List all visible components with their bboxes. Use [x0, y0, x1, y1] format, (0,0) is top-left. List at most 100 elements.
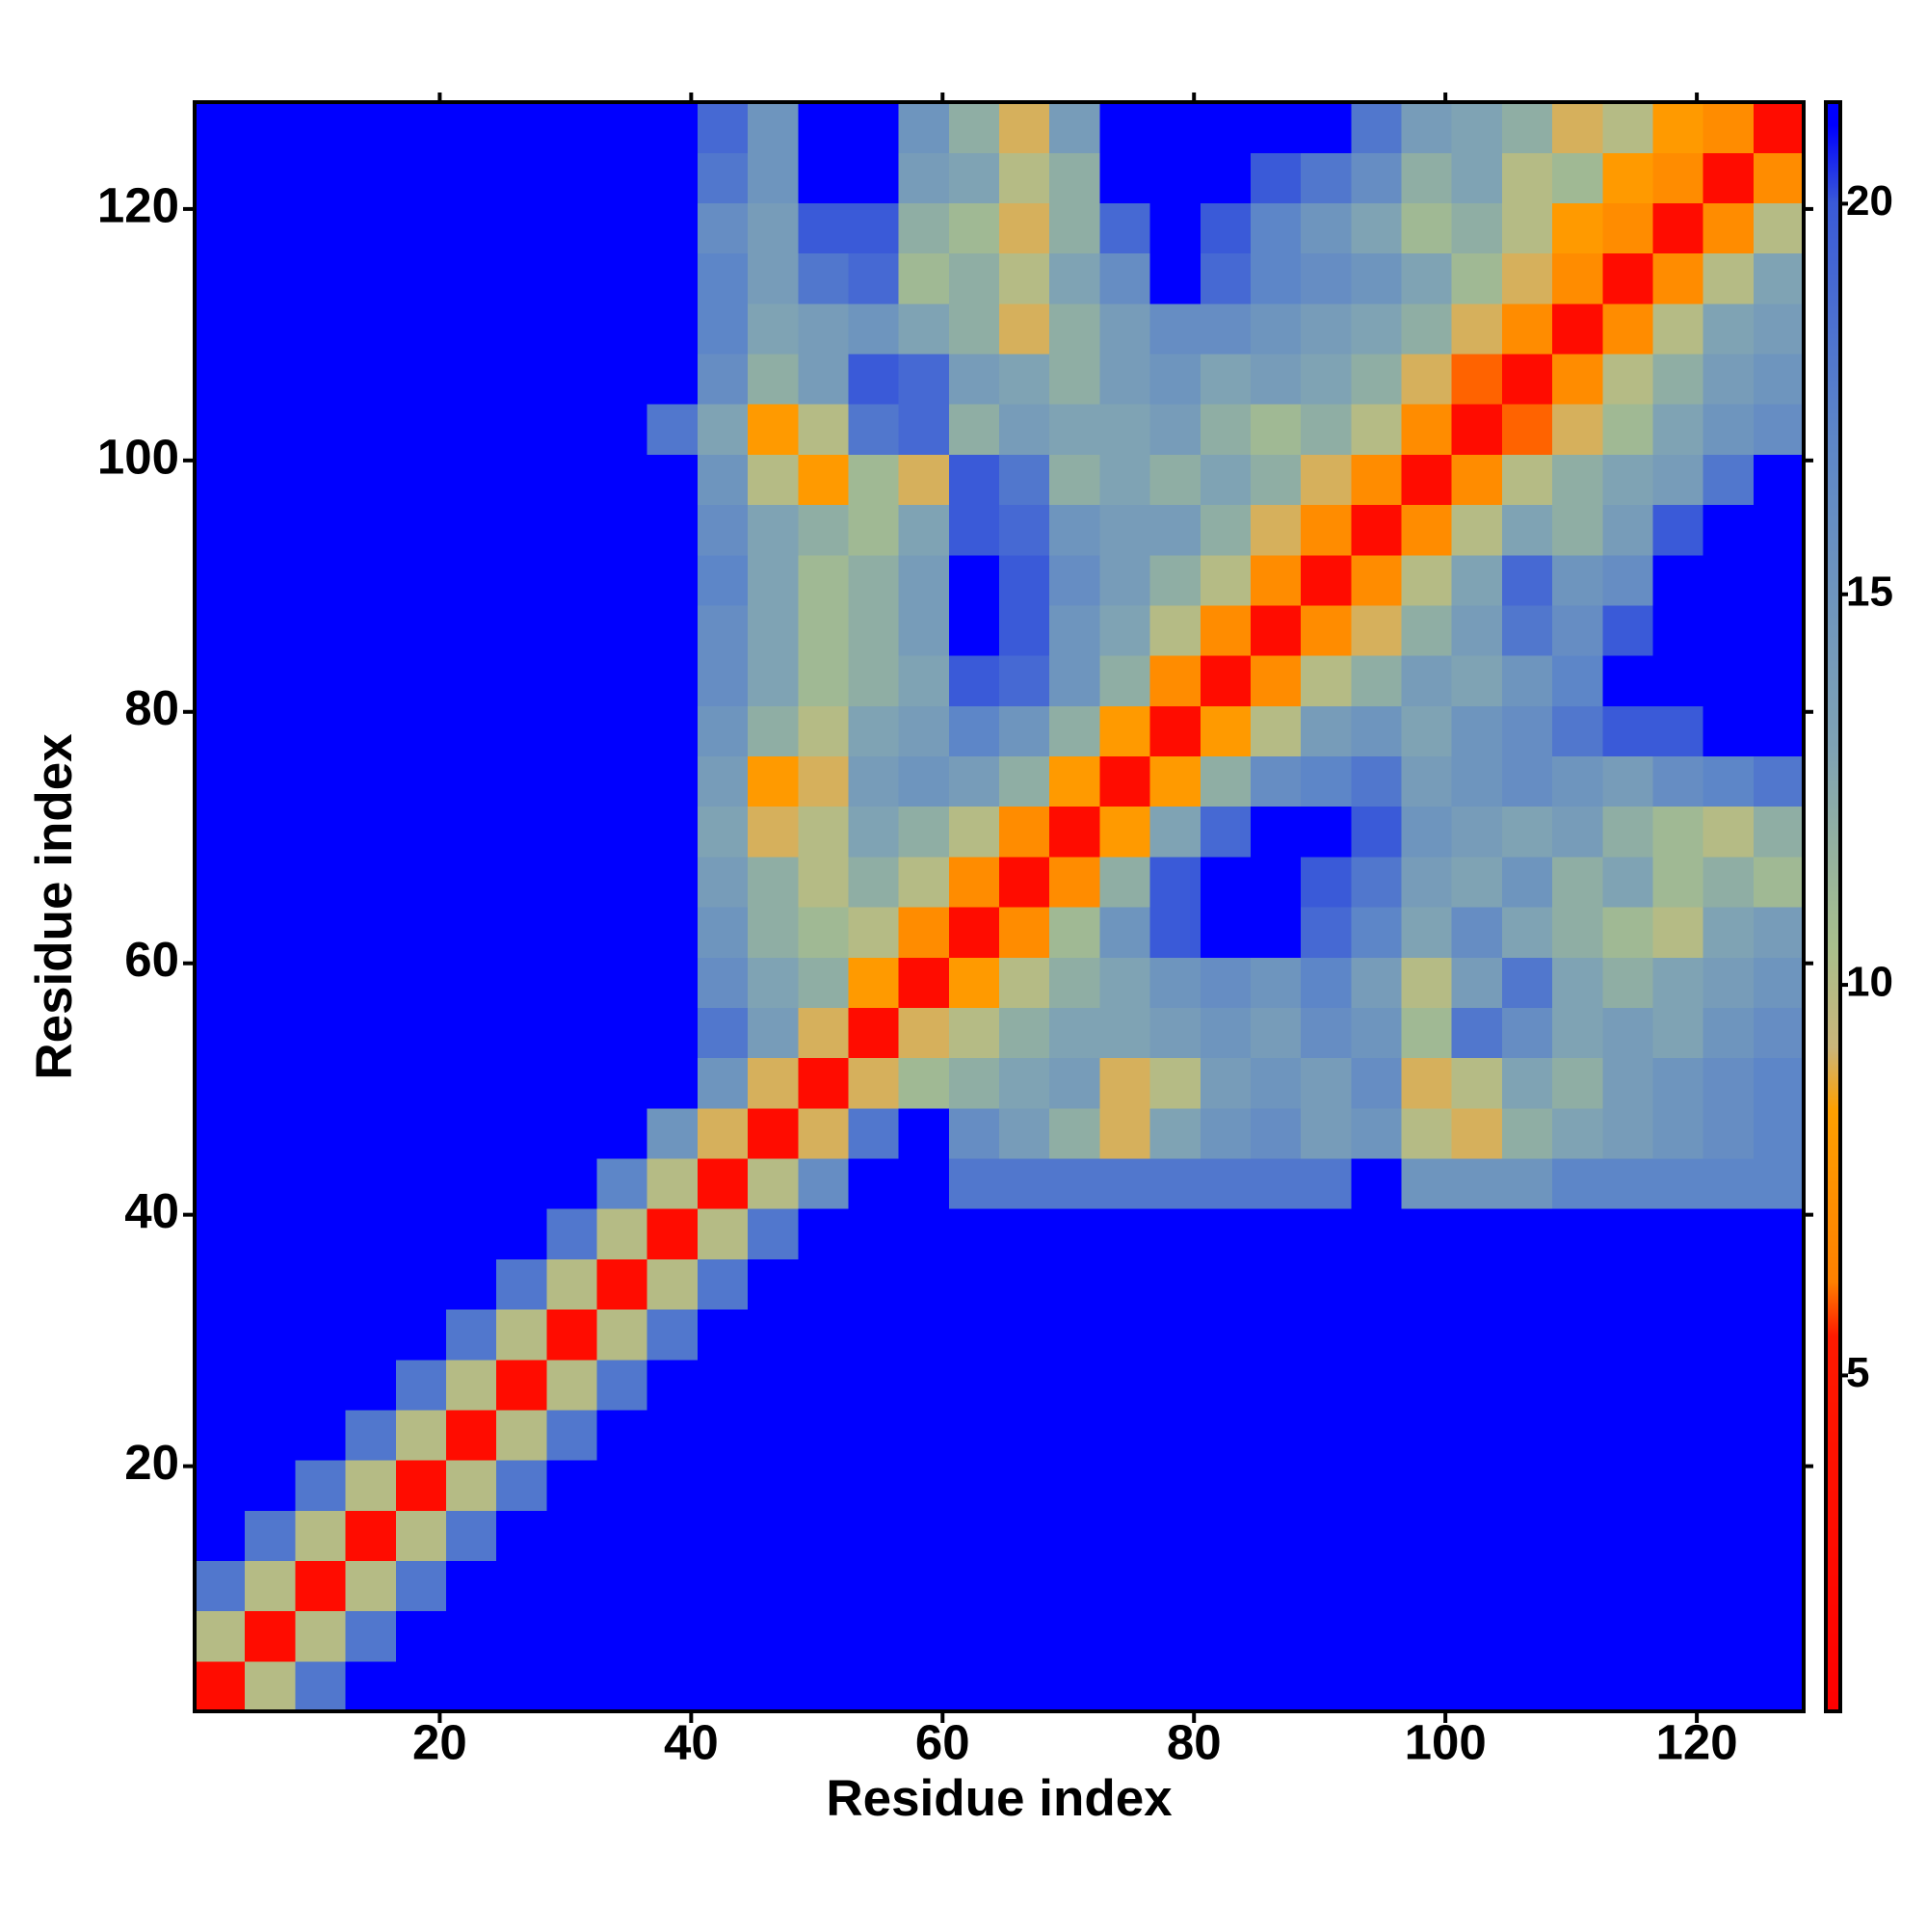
heatmap-cell — [748, 1208, 799, 1259]
heatmap-cell — [295, 1157, 347, 1209]
heatmap-cell — [1552, 554, 1603, 606]
heatmap-cell — [898, 1510, 950, 1562]
heatmap-cell — [345, 252, 397, 304]
heatmap-cell — [1049, 604, 1100, 656]
heatmap-cell — [647, 554, 699, 606]
heatmap-cell — [1250, 152, 1302, 203]
heatmap-cell — [445, 1007, 497, 1059]
heatmap-cell — [848, 604, 900, 656]
heatmap-cell — [1501, 1560, 1553, 1612]
heatmap-cell — [948, 1309, 1000, 1361]
heatmap-cell — [999, 454, 1050, 506]
heatmap-cell — [395, 655, 447, 706]
heatmap-cell — [1049, 1409, 1100, 1461]
heatmap-cell — [1451, 404, 1503, 455]
heatmap-cell — [748, 1510, 799, 1562]
heatmap-cell — [1753, 102, 1805, 153]
heatmap-cell — [647, 504, 699, 556]
heatmap-cell — [1351, 152, 1403, 203]
heatmap-cell — [1703, 705, 1755, 757]
heatmap-cell — [1753, 1359, 1805, 1411]
heatmap-cell — [1401, 1208, 1453, 1259]
heatmap-cell — [1049, 1510, 1100, 1562]
heatmap-cell — [748, 554, 799, 606]
heatmap-cell — [798, 252, 850, 304]
heatmap-cell — [245, 655, 296, 706]
heatmap-cell — [798, 1309, 850, 1361]
heatmap-cell — [1149, 252, 1201, 304]
heatmap-cell — [1753, 454, 1805, 506]
heatmap-cell — [697, 705, 749, 757]
heatmap-cell — [798, 404, 850, 455]
heatmap-cell — [1703, 1107, 1755, 1159]
heatmap-cell — [798, 102, 850, 153]
heatmap-cell — [295, 806, 347, 858]
heatmap-cell — [1552, 705, 1603, 757]
heatmap-cell — [1501, 1057, 1553, 1109]
heatmap-cell — [1149, 1460, 1201, 1511]
heatmap-cell — [245, 1610, 296, 1662]
heatmap-cell — [1200, 1610, 1252, 1662]
heatmap-cell — [1301, 806, 1352, 858]
heatmap-cell — [1652, 504, 1704, 556]
heatmap-cell — [395, 1309, 447, 1361]
heatmap-cell — [1652, 353, 1704, 405]
heatmap-cell — [1703, 604, 1755, 656]
heatmap-cell — [1250, 1359, 1302, 1411]
heatmap-cell — [1451, 504, 1503, 556]
heatmap-cell — [1351, 1510, 1403, 1562]
heatmap-cell — [596, 252, 648, 304]
heatmap-cell — [496, 907, 547, 958]
y-tick-label: 60 — [124, 932, 179, 987]
heatmap-cell — [647, 1610, 699, 1662]
heatmap-cell — [395, 755, 447, 807]
heatmap-cell — [898, 1359, 950, 1411]
heatmap-cell — [748, 1007, 799, 1059]
heatmap-cell — [898, 554, 950, 606]
heatmap-cell — [1451, 1208, 1503, 1259]
heatmap-cell — [1552, 1258, 1603, 1310]
heatmap-cell — [195, 755, 246, 807]
heatmap-cell — [395, 353, 447, 405]
heatmap-cell — [1401, 1258, 1453, 1310]
heatmap-cell — [195, 504, 246, 556]
heatmap-cell — [1652, 202, 1704, 254]
heatmap-cell — [1703, 655, 1755, 706]
heatmap-cell — [1451, 1057, 1503, 1109]
heatmap-cell — [697, 404, 749, 455]
heatmap-cell — [1301, 404, 1352, 455]
heatmap-cell — [1049, 1460, 1100, 1511]
heatmap-cell — [345, 957, 397, 1008]
heatmap-cell — [1652, 1107, 1704, 1159]
heatmap-cell — [1301, 1460, 1352, 1511]
heatmap-cell — [1200, 806, 1252, 858]
heatmap-cell — [999, 252, 1050, 304]
heatmap-cell — [546, 504, 598, 556]
heatmap-cell — [1099, 1057, 1151, 1109]
colorbar-tick-label: 20 — [1846, 177, 1893, 225]
heatmap-cell — [1301, 1057, 1352, 1109]
heatmap-cell — [1501, 202, 1553, 254]
heatmap-cell — [496, 705, 547, 757]
heatmap-cell — [898, 1409, 950, 1461]
heatmap-cell — [1099, 1610, 1151, 1662]
plot-frame — [193, 100, 1806, 1713]
heatmap-cell — [1753, 1258, 1805, 1310]
heatmap-cell — [395, 1359, 447, 1411]
heatmap-cell — [1552, 907, 1603, 958]
heatmap-cell — [999, 806, 1050, 858]
heatmap-cell — [1552, 1208, 1603, 1259]
heatmap-cell — [496, 856, 547, 908]
heatmap-cell — [1351, 755, 1403, 807]
heatmap-cell — [1401, 1007, 1453, 1059]
heatmap-cell — [697, 1309, 749, 1361]
heatmap-cell — [1753, 856, 1805, 908]
heatmap-cell — [1552, 1359, 1603, 1411]
heatmap-cell — [345, 655, 397, 706]
heatmap-cell — [1451, 655, 1503, 706]
heatmap-cell — [195, 1359, 246, 1411]
heatmap-cell — [295, 705, 347, 757]
heatmap-cell — [1149, 152, 1201, 203]
heatmap-cell — [1099, 705, 1151, 757]
heatmap-cell — [1099, 202, 1151, 254]
